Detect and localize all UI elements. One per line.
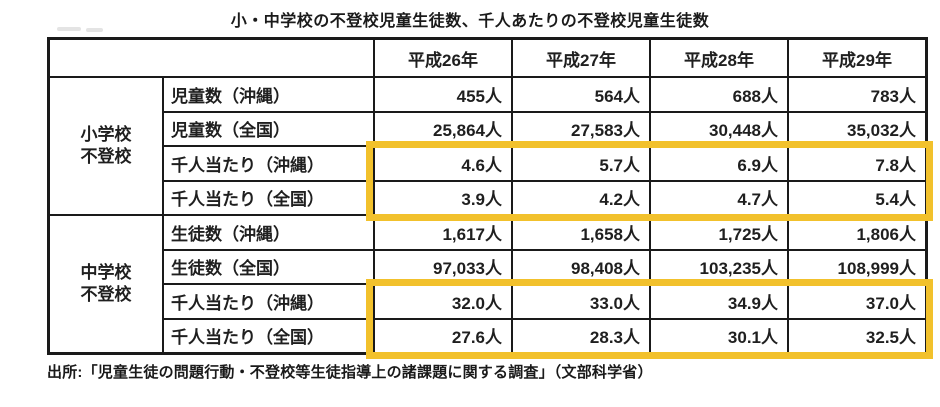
year-header: 平成27年 [513, 40, 649, 76]
value-cell: 98,408人 [513, 250, 649, 283]
value-cell: 32.5人 [789, 319, 925, 352]
row-label: 千人当たり（全国） [164, 181, 373, 214]
value-cell: 1,725人 [651, 216, 787, 249]
group-label-elementary: 小学校 不登校 [50, 78, 162, 214]
row-label: 児童数（全国） [164, 112, 373, 145]
value-cell: 30.1人 [651, 319, 787, 352]
value-cell: 688人 [651, 78, 787, 111]
value-cell: 25,864人 [375, 112, 511, 145]
group-label-line: 小学校 [80, 124, 132, 144]
year-header: 平成28年 [651, 40, 787, 76]
value-cell: 30,448人 [651, 112, 787, 145]
smudge-artifact [86, 28, 103, 32]
value-cell: 5.4人 [789, 181, 925, 214]
value-cell: 4.6人 [375, 147, 511, 180]
value-cell: 37.0人 [789, 285, 925, 318]
year-header: 平成29年 [789, 40, 925, 76]
value-cell: 27,583人 [513, 112, 649, 145]
source-citation: 出所:「児童生徒の問題行動・不登校等生徒指導上の諸課題に関する調査」（文部科学省… [47, 364, 653, 381]
row-label: 生徒数（全国） [164, 250, 373, 283]
row-label: 千人当たり（沖縄） [164, 285, 373, 318]
value-cell: 108,999人 [789, 250, 925, 283]
value-cell: 1,658人 [513, 216, 649, 249]
smudge-artifact [57, 27, 81, 31]
group-label-line: 中学校 [80, 262, 132, 282]
value-cell: 4.2人 [513, 181, 649, 214]
value-cell: 34.9人 [651, 285, 787, 318]
row-label: 生徒数（沖縄） [164, 216, 373, 249]
value-cell: 5.7人 [513, 147, 649, 180]
value-cell: 97,033人 [375, 250, 511, 283]
row-label: 千人当たり（全国） [164, 319, 373, 352]
value-cell: 6.9人 [651, 147, 787, 180]
data-table: 平成26年 平成27年 平成28年 平成29年 小学校 不登校 児童数（沖縄） … [47, 37, 928, 355]
value-cell: 33.0人 [513, 285, 649, 318]
value-cell: 3.9人 [375, 181, 511, 214]
value-cell: 32.0人 [375, 285, 511, 318]
row-label: 児童数（沖縄） [164, 78, 373, 111]
value-cell: 35,032人 [789, 112, 925, 145]
group-label-junior-high: 中学校 不登校 [50, 216, 162, 352]
value-cell: 28.3人 [513, 319, 649, 352]
value-cell: 103,235人 [651, 250, 787, 283]
group-label-line: 不登校 [80, 147, 132, 166]
value-cell: 4.7人 [651, 181, 787, 214]
value-cell: 27.6人 [375, 319, 511, 352]
value-cell: 1,617人 [375, 216, 511, 249]
year-header: 平成26年 [375, 40, 511, 76]
corner-cell [50, 40, 373, 76]
table-title: 小・中学校の不登校児童生徒数、千人あたりの不登校児童生徒数 [230, 13, 710, 30]
group-label-line: 不登校 [80, 285, 132, 304]
value-cell: 564人 [513, 78, 649, 111]
value-cell: 455人 [375, 78, 511, 111]
row-label: 千人当たり（沖縄） [164, 147, 373, 180]
value-cell: 1,806人 [789, 216, 925, 249]
value-cell: 783人 [789, 78, 925, 111]
value-cell: 7.8人 [789, 147, 925, 180]
